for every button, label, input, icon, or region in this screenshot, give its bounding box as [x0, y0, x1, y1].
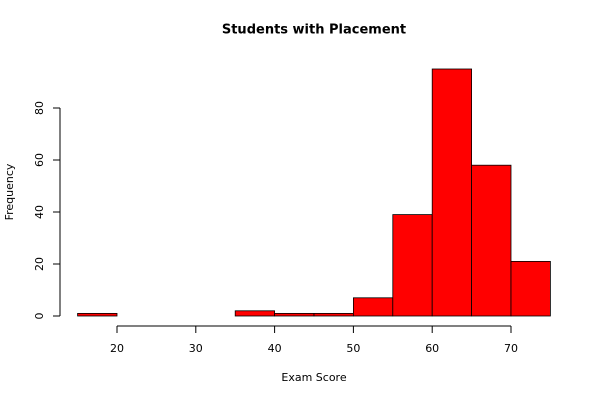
- bar: [352, 297, 394, 317]
- chart-title: Students with Placement: [222, 23, 406, 38]
- y-tick-label: 0: [33, 313, 46, 320]
- x-tick-label: 30: [189, 342, 203, 355]
- x-tick-label: 70: [504, 342, 518, 355]
- x-tick-label: 20: [110, 342, 124, 355]
- bar: [234, 310, 275, 317]
- x-tick-label: 50: [346, 342, 360, 355]
- x-tick-label: 60: [425, 342, 439, 355]
- y-tick-label: 40: [33, 205, 46, 219]
- bar: [510, 260, 551, 317]
- x-tick-label: 40: [268, 342, 282, 355]
- x-axis-label: Exam Score: [281, 371, 346, 384]
- bar: [274, 312, 315, 317]
- y-tick-label: 80: [33, 101, 46, 115]
- y-axis-label: Frequency: [3, 163, 16, 220]
- bar: [431, 68, 473, 317]
- bar: [392, 214, 433, 317]
- y-tick-label: 20: [33, 257, 46, 271]
- bar: [471, 164, 512, 317]
- y-tick-label: 60: [33, 153, 46, 167]
- bar: [313, 312, 354, 317]
- bar: [77, 312, 118, 317]
